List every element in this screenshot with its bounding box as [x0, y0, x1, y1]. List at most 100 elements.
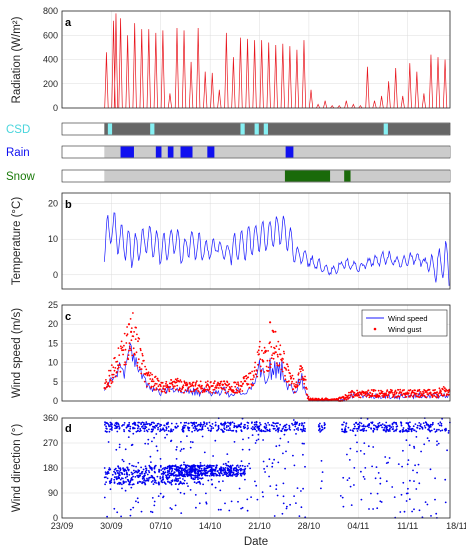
gust-point — [153, 389, 156, 391]
y-tick-label: 180 — [43, 463, 58, 473]
gust-point — [373, 389, 375, 391]
direction-point — [392, 421, 395, 424]
direction-point — [392, 426, 394, 428]
direction-point — [161, 478, 164, 481]
direction-point — [169, 430, 172, 433]
direction-point — [370, 428, 373, 430]
gust-point — [107, 382, 110, 384]
gust-point — [265, 350, 268, 352]
gust-point — [237, 383, 240, 385]
direction-point — [224, 462, 227, 465]
gust-point — [120, 340, 123, 343]
direction-point — [373, 424, 375, 427]
wind-direction-axes-box — [61, 417, 451, 519]
direction-point — [424, 421, 427, 424]
direction-point — [229, 472, 232, 475]
direction-point — [191, 424, 194, 427]
direction-point — [171, 430, 173, 433]
direction-point — [113, 482, 116, 484]
direction-point — [202, 483, 205, 486]
flag-event — [263, 123, 268, 135]
direction-point — [430, 429, 433, 432]
direction-point — [409, 479, 411, 482]
gust-point — [366, 391, 369, 393]
flag-event — [167, 146, 174, 158]
direction-point — [275, 445, 278, 448]
direction-point — [180, 512, 183, 514]
gust-point — [295, 381, 298, 383]
direction-point — [246, 425, 249, 427]
gust-point — [348, 391, 350, 394]
y-tick-label: 0 — [53, 513, 58, 523]
direction-point — [284, 426, 287, 429]
direction-point — [402, 427, 405, 429]
direction-point — [238, 487, 241, 490]
gust-point — [385, 394, 388, 397]
wind-direction-y-label: Wind direction (°) — [11, 424, 23, 512]
direction-point — [320, 487, 322, 490]
direction-point — [225, 471, 228, 474]
direction-point — [261, 491, 264, 494]
direction-point — [418, 422, 421, 424]
gust-point — [256, 375, 259, 378]
gust-point — [201, 384, 203, 387]
direction-point — [406, 463, 409, 466]
gust-point — [422, 392, 425, 395]
gust-point — [409, 394, 412, 397]
direction-point — [120, 477, 123, 479]
direction-point — [304, 428, 306, 430]
direction-point — [143, 472, 146, 475]
gust-point — [280, 368, 283, 371]
gust-point — [213, 382, 216, 384]
direction-point — [363, 427, 366, 430]
direction-point — [180, 440, 182, 443]
x-tick-label: 28/10 — [298, 521, 321, 531]
gust-point — [237, 384, 240, 387]
direction-point — [139, 428, 142, 430]
gust-point — [124, 348, 127, 351]
gust-point — [297, 372, 300, 374]
gust-point — [247, 383, 250, 385]
gust-point — [165, 382, 167, 385]
direction-point — [124, 469, 127, 472]
direction-point — [301, 430, 304, 433]
direction-point — [212, 468, 215, 471]
gust-point — [135, 326, 138, 329]
direction-point — [179, 470, 182, 473]
direction-point — [179, 450, 182, 452]
direction-point — [279, 437, 282, 440]
direction-point — [222, 423, 225, 425]
direction-point — [130, 477, 133, 480]
direction-point — [132, 483, 135, 486]
gust-point — [140, 372, 143, 375]
direction-point — [119, 478, 122, 481]
direction-point — [134, 422, 136, 425]
gust-point — [164, 391, 167, 394]
direction-point — [214, 466, 217, 469]
direction-point — [136, 474, 139, 477]
gust-point — [164, 385, 167, 387]
direction-point — [185, 471, 188, 474]
wind-speed-panel: c 0 5 10 15 20 25 Wind speed (m/s) Wind speed… — [11, 300, 451, 406]
direction-point — [294, 425, 297, 428]
direction-point — [106, 472, 109, 474]
direction-point — [372, 446, 375, 448]
gust-point — [116, 367, 119, 370]
direction-point — [225, 464, 228, 467]
direction-point — [162, 471, 165, 474]
gust-point — [350, 391, 353, 393]
gust-point — [190, 390, 193, 393]
direction-point — [233, 467, 236, 469]
gust-point — [199, 380, 202, 383]
direction-point — [370, 492, 372, 495]
direction-point — [409, 421, 411, 424]
direction-point — [377, 472, 380, 474]
gust-point — [251, 370, 254, 373]
gust-point — [288, 380, 290, 382]
gust-point — [447, 389, 449, 392]
direction-point — [376, 492, 379, 495]
gust-point — [215, 386, 218, 389]
gust-point — [165, 380, 168, 383]
direction-point — [191, 430, 194, 433]
direction-point — [440, 424, 443, 427]
